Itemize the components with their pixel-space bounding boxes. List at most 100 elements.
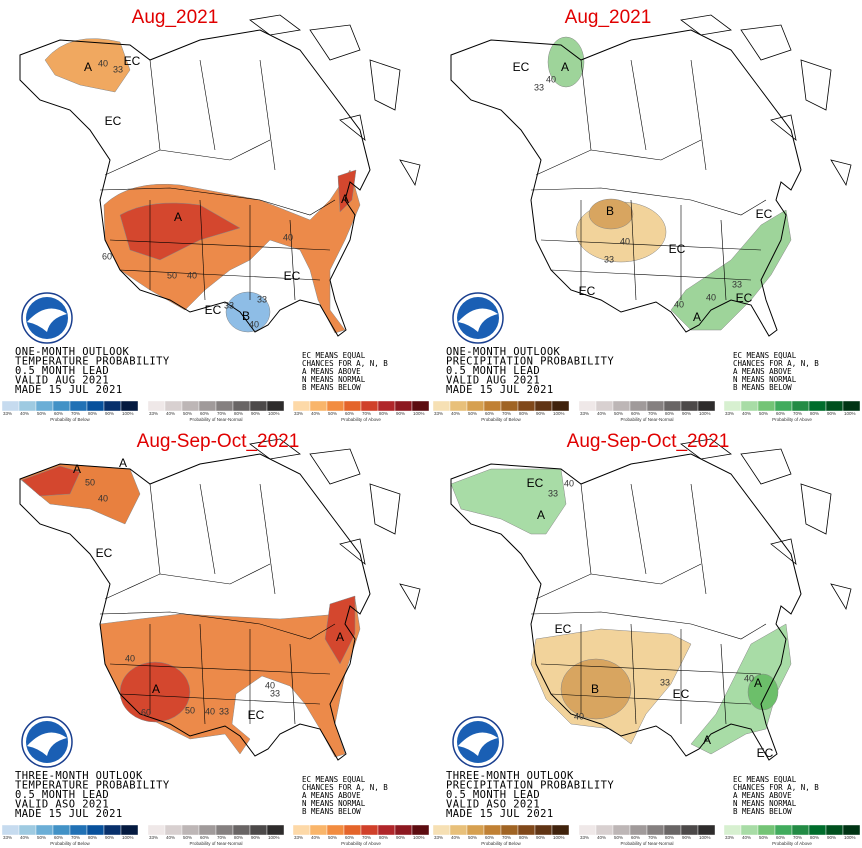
island [800, 59, 832, 111]
map-label: A [754, 676, 762, 690]
colorbar-tick: 80% [88, 835, 97, 840]
colorbar-tick: 70% [793, 411, 802, 416]
colorbar-cell [825, 824, 844, 836]
map-label: 33 [113, 64, 123, 74]
ec-legend-text: EC MEANS EQUAL [302, 775, 366, 784]
map-label: EC [579, 284, 596, 298]
colorbar-tick: 50% [328, 411, 337, 416]
map-label: EC [513, 60, 530, 74]
colorbar-cell [35, 400, 54, 412]
map-label: A [119, 456, 127, 470]
island [369, 59, 401, 111]
colorbar-cell [740, 400, 759, 412]
colorbar-tick: 80% [234, 411, 243, 416]
colorbar-cell [646, 824, 665, 836]
border [259, 59, 276, 171]
colorbar-tick: 40% [20, 411, 29, 416]
map-label: 33 [219, 706, 229, 716]
colorbar-tick: 50% [183, 835, 192, 840]
colorbar-cell [198, 824, 217, 836]
ec-legend-text: N MEANS NORMAL [733, 375, 797, 384]
outlook-text: THREE-MONTH OUTLOOK [446, 770, 574, 782]
colorbar-caption: Probability of Near-Normal [189, 841, 242, 846]
colorbar-tick: 40% [166, 411, 175, 416]
probability-area [44, 38, 131, 93]
colorbar-tick: 90% [682, 835, 691, 840]
map-label: 33 [224, 300, 234, 310]
map-label: 33 [732, 279, 742, 289]
colorbar-cell [774, 824, 793, 836]
map-label: EC [105, 114, 122, 128]
land [20, 30, 370, 336]
colorbar-cell [147, 824, 166, 836]
colorbar-tick: 90% [536, 835, 545, 840]
colorbar-cell [629, 400, 648, 412]
colorbar-cell [360, 400, 379, 412]
colorbar-cell [103, 824, 122, 836]
colorbar-tick: 50% [328, 835, 337, 840]
outlook-text: VALID ASO 2021 [15, 799, 109, 811]
colorbar-tick: 100% [413, 411, 425, 416]
map-label: 40 [674, 299, 684, 309]
border [720, 219, 727, 301]
panel-title: Aug-Sep-Oct_2021 [137, 431, 300, 452]
colorbar-tick: 80% [810, 411, 819, 416]
probability-area [21, 465, 81, 497]
map-label: EC [736, 291, 753, 305]
border [199, 483, 216, 575]
border [119, 693, 321, 705]
colorbar-cell [52, 400, 71, 412]
colorbar-cell [808, 824, 827, 836]
colorbar-cell [629, 824, 648, 836]
colorbar-cell [232, 400, 251, 412]
ec-legend-text: B MEANS BELOW [302, 383, 361, 392]
colorbar-tick: 60% [631, 411, 640, 416]
colorbar-tick: 70% [502, 835, 511, 840]
colorbar-tick: 40% [742, 411, 751, 416]
map-label: EC [205, 303, 222, 317]
map-label: 40 [706, 292, 716, 302]
colorbar-tick: 80% [88, 411, 97, 416]
colorbar-cell [697, 824, 716, 836]
colorbar-cell [35, 824, 54, 836]
colorbar-cell [69, 400, 88, 412]
island [830, 159, 852, 187]
colorbar-caption: Probability of Above [341, 841, 381, 846]
colorbar-tick: 100% [122, 835, 134, 840]
colorbar-cell [394, 824, 413, 836]
coastline [450, 453, 802, 761]
outlook-text: MADE 15 JUL 2021 [446, 384, 554, 396]
map-label: A [341, 192, 349, 206]
colorbar-cell [578, 824, 597, 836]
ec-legend-text: CHANCES FOR A, N, B [302, 783, 388, 792]
map-label: EC [669, 242, 686, 256]
colorbar-cell [663, 400, 682, 412]
colorbar-tick: 33% [580, 835, 589, 840]
border [289, 219, 296, 301]
outlook-text: 0.5 MONTH LEAD [446, 789, 540, 801]
island [249, 438, 301, 460]
colorbar-tick: 60% [776, 411, 785, 416]
ec-legend-text: B MEANS BELOW [733, 807, 792, 816]
logo-swoosh [27, 732, 67, 756]
ec-legend-text: N MEANS NORMAL [302, 375, 366, 384]
colorbar-tick: 40% [597, 835, 606, 840]
colorbar-cell [52, 824, 71, 836]
island [740, 24, 792, 61]
map-label: 33 [548, 488, 558, 498]
colorbar-cell [309, 824, 328, 836]
border [690, 483, 707, 595]
island [369, 483, 401, 535]
colorbar-tick: 80% [519, 835, 528, 840]
map-label: 33 [257, 294, 267, 304]
border [199, 199, 206, 301]
map-label: 40 [205, 706, 215, 716]
border [159, 563, 271, 585]
colorbar-cell [500, 400, 519, 412]
outlook-text: ONE-MONTH OUTLOOK [15, 346, 130, 358]
outlook-text: ONE-MONTH OUTLOOK [446, 346, 561, 358]
island [680, 438, 732, 460]
colorbar-tick: 33% [725, 411, 734, 416]
